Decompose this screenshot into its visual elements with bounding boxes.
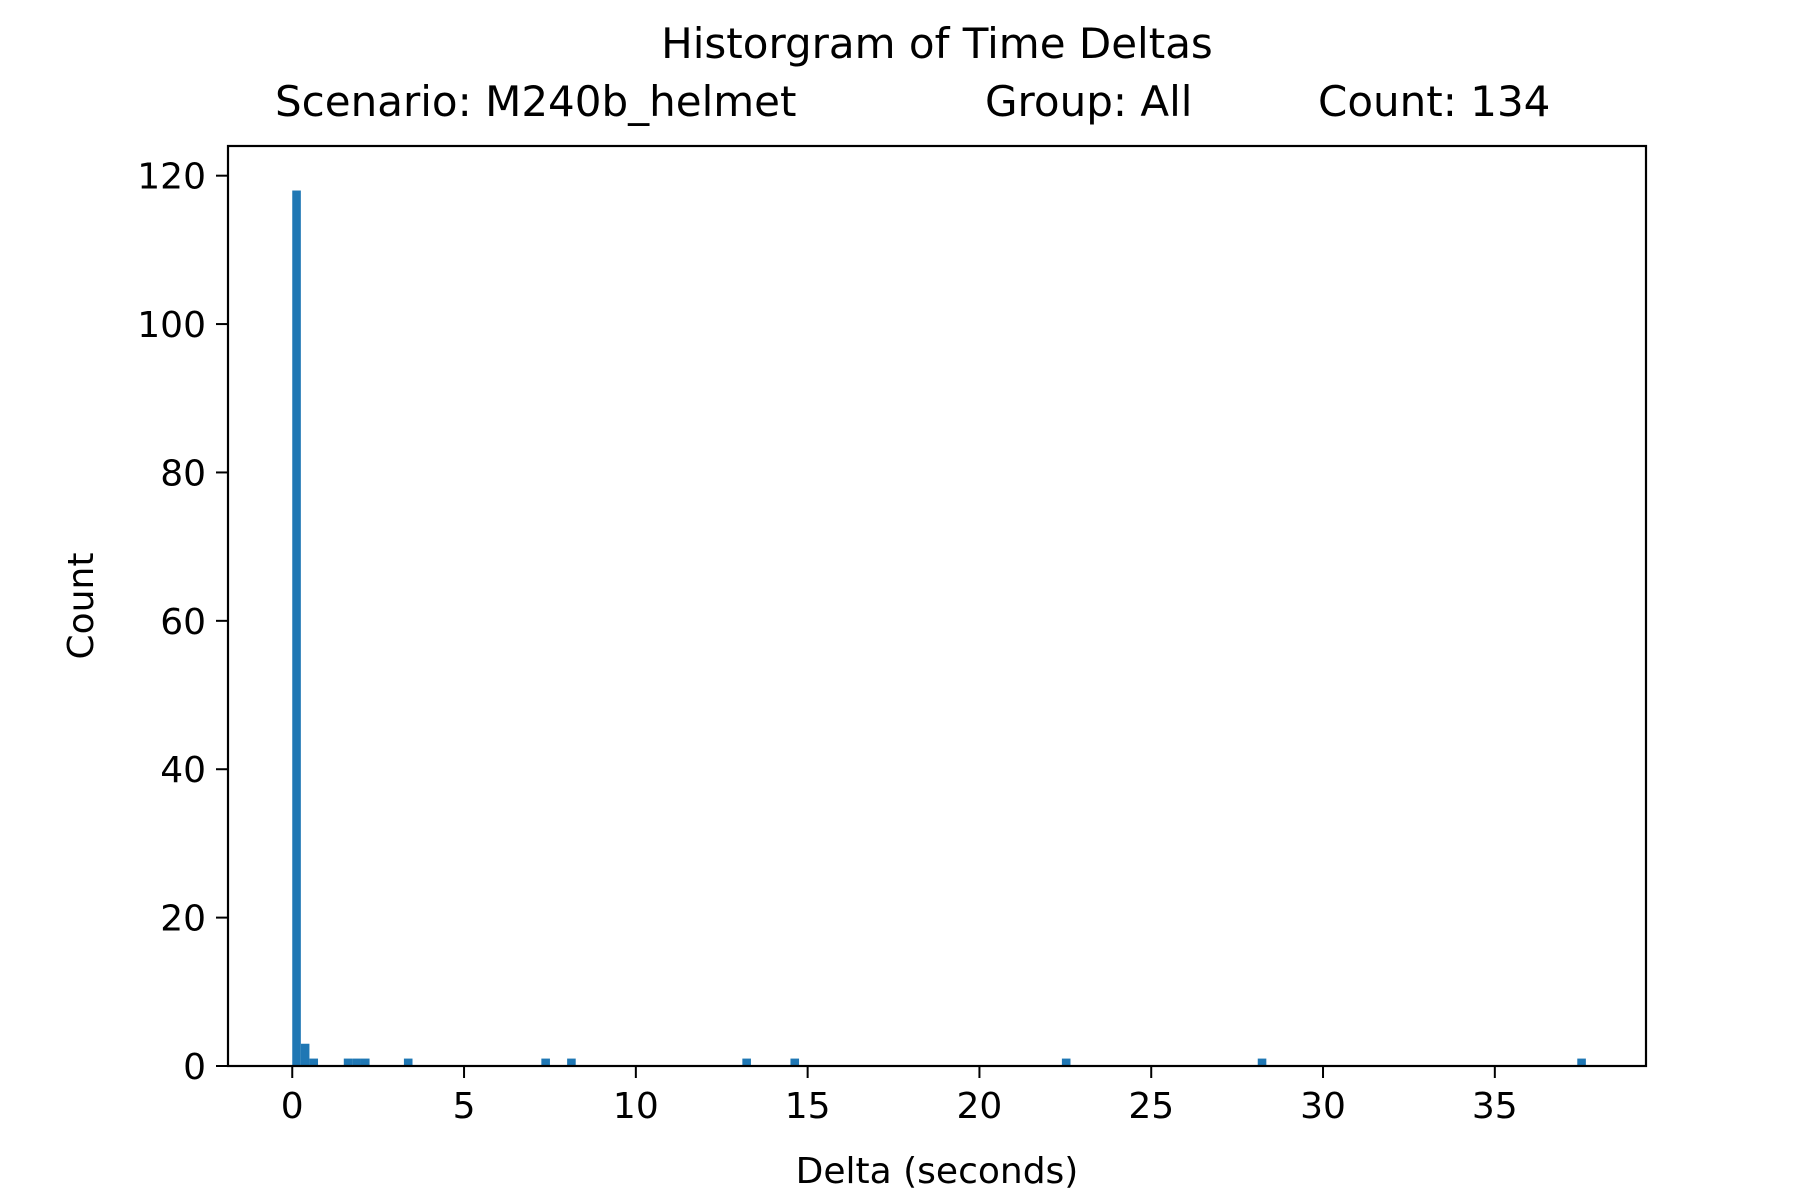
x-axis-ticks: 0 5 10 15 20 25 30 35 (281, 1066, 1518, 1127)
x-tick-label: 5 (453, 1086, 476, 1127)
chart-title: Historgram of Time Deltas (661, 19, 1213, 68)
x-tick-label: 25 (1128, 1086, 1174, 1127)
histogram-bar (309, 1058, 319, 1066)
subtitle-count: Count: 134 (1318, 77, 1550, 126)
histogram-bar (567, 1058, 576, 1066)
y-tick-label: 100 (137, 305, 206, 346)
plot-area-frame (226, 144, 1648, 1068)
x-tick-label: 15 (785, 1086, 831, 1127)
x-tick-label: 10 (613, 1086, 659, 1127)
histogram-bar (1577, 1058, 1586, 1066)
histogram-bar (343, 1058, 353, 1066)
histogram-bar (790, 1058, 800, 1066)
y-tick-label: 0 (183, 1047, 206, 1088)
histogram-bar (541, 1058, 550, 1066)
x-tick-label: 35 (1472, 1086, 1518, 1127)
x-axis-label: Delta (seconds) (796, 1151, 1079, 1192)
subtitle-scenario: Scenario: M240b_helmet (275, 77, 797, 126)
histogram-bar (352, 1058, 361, 1066)
histogram-bar (292, 190, 301, 1067)
subtitle-group: Group: All (985, 77, 1192, 126)
y-tick-label: 80 (160, 453, 206, 494)
x-tick-label: 20 (957, 1086, 1003, 1127)
y-axis-label: Count (61, 553, 102, 660)
histogram-bar (403, 1058, 413, 1066)
y-tick-label: 40 (160, 750, 206, 791)
y-tick-label: 120 (137, 157, 206, 198)
histogram-bar (300, 1043, 310, 1066)
x-tick-label: 30 (1300, 1086, 1346, 1127)
histogram-bar (360, 1058, 370, 1066)
histogram-bar (742, 1058, 751, 1066)
y-axis-ticks: 0 20 40 60 80 100 120 (137, 157, 228, 1088)
y-tick-label: 20 (160, 899, 206, 940)
y-tick-label: 60 (160, 602, 206, 643)
bars-group (292, 190, 1586, 1067)
x-tick-label: 0 (281, 1086, 304, 1127)
histogram-bar (1257, 1058, 1267, 1066)
histogram-bar (1061, 1058, 1071, 1066)
